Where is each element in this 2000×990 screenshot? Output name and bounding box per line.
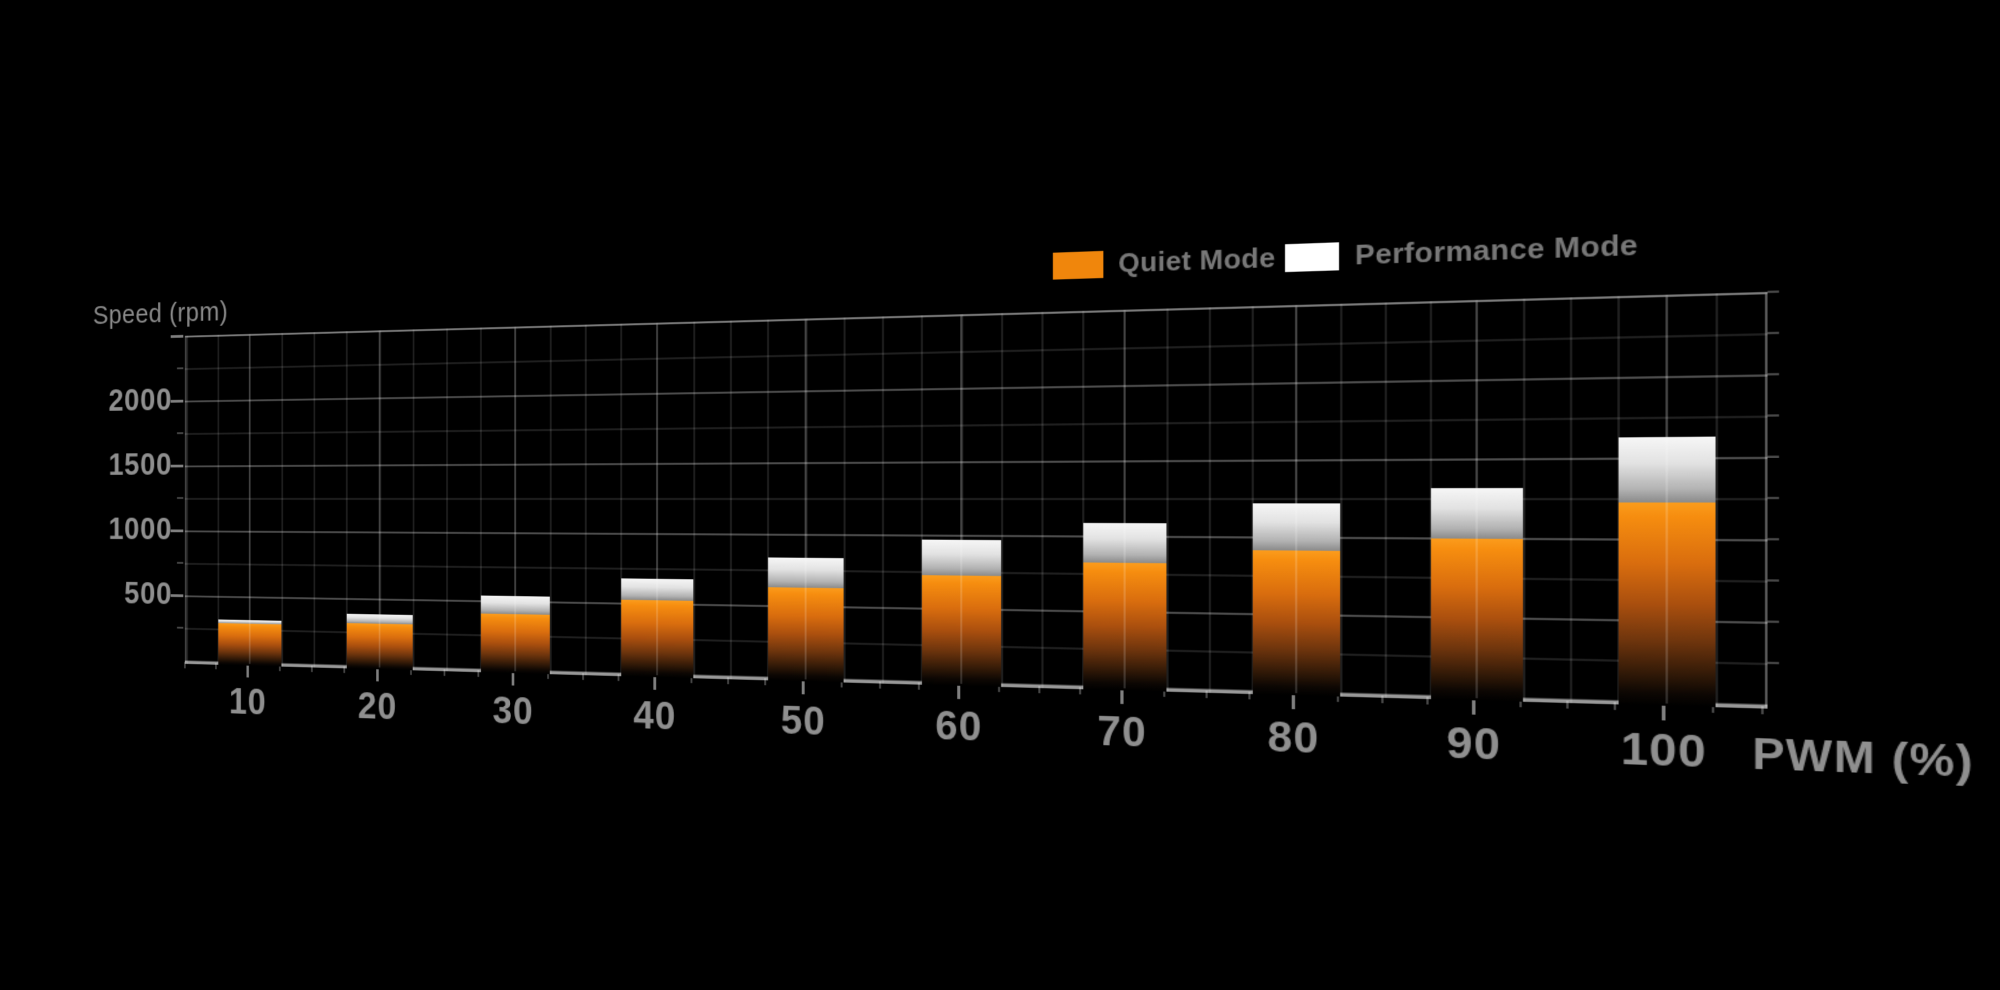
plot-area — [184, 291, 1768, 709]
y-axis-major-tick — [170, 334, 184, 338]
y-axis-major-tick — [170, 529, 184, 533]
x-axis-major-tick — [511, 671, 515, 686]
legend-item-quiet-mode: Quiet Mode — [1052, 241, 1276, 281]
grid-decade-line — [513, 328, 516, 672]
bar-group-pwm-100 — [1617, 436, 1715, 708]
grid-decade-line — [655, 324, 658, 676]
bar-group-pwm-40 — [620, 578, 693, 679]
y-axis-minor-tick — [176, 626, 184, 629]
grid-decade-line — [959, 316, 962, 684]
x-tick-label: 60 — [935, 703, 983, 750]
y-axis-minor-tick — [176, 432, 184, 435]
y-axis-major-tick — [170, 399, 184, 403]
x-axis-major-tick — [957, 683, 961, 700]
y-axis-right-stub — [1767, 620, 1780, 623]
grid-decade-line — [378, 332, 380, 668]
y-axis-minor-tick — [176, 497, 184, 499]
grid-decade-line — [1123, 311, 1126, 689]
bar-group-pwm-50 — [767, 557, 844, 683]
y-axis-right-stub — [1767, 414, 1780, 417]
quiet-mode-swatch-icon — [1052, 250, 1104, 280]
x-axis-title: PWM (%) — [1752, 731, 1975, 788]
x-axis-major-tick — [1120, 688, 1124, 705]
y-tick-label: 500 — [124, 575, 173, 612]
y-axis-right-stub — [1767, 455, 1780, 458]
x-tick-label: 50 — [780, 698, 826, 744]
x-tick-label: 90 — [1446, 719, 1502, 770]
y-axis-major-tick — [170, 464, 184, 468]
x-axis-major-tick — [376, 667, 379, 682]
grid-decade-line — [1294, 307, 1297, 694]
legend-label-quiet-mode: Quiet Mode — [1118, 241, 1276, 279]
grid-decade-line — [248, 335, 251, 664]
bar-group-pwm-10 — [217, 619, 282, 667]
x-axis-major-tick — [1661, 703, 1666, 721]
y-axis-right-stub — [1767, 579, 1780, 582]
y-axis-right-stub — [1767, 538, 1780, 541]
y-axis-right-stub — [1767, 661, 1780, 665]
y-axis-minor-tick — [176, 561, 184, 564]
y-tick-label: 1000 — [108, 511, 173, 547]
bar-group-pwm-30 — [480, 595, 550, 675]
performance-mode-swatch-icon — [1285, 241, 1340, 272]
y-axis-right-stub — [1767, 496, 1780, 500]
x-axis-major-tick — [1471, 698, 1476, 715]
x-axis-major-tick — [1291, 693, 1296, 710]
bar-group-pwm-60 — [921, 539, 1001, 687]
x-axis-major-tick — [246, 663, 249, 678]
bar-group-pwm-80 — [1252, 503, 1340, 697]
x-tick-label: 40 — [633, 694, 677, 739]
y-axis-minor-tick — [176, 367, 184, 370]
y-axis-right-stub — [1767, 331, 1780, 335]
legend-label-performance-mode: Performance Mode — [1354, 228, 1639, 271]
grid-decade-line — [1664, 296, 1668, 704]
y-tick-label: 2000 — [108, 381, 173, 418]
x-tick-label: 100 — [1620, 724, 1708, 778]
grid-decade-line — [804, 320, 807, 680]
x-axis-major-tick — [801, 679, 805, 695]
legend-item-performance-mode: Performance Mode — [1285, 228, 1638, 274]
bar-group-pwm-90 — [1430, 488, 1523, 702]
y-tick-label: 1500 — [108, 446, 173, 482]
y-axis-right-stub — [1767, 373, 1780, 376]
x-tick-label: 10 — [228, 681, 267, 723]
x-tick-label: 30 — [492, 689, 534, 733]
x-tick-label: 80 — [1267, 713, 1320, 763]
y-axis-right-stub — [1767, 290, 1780, 294]
y-axis-major-tick — [170, 594, 184, 598]
chart-stage: Speed (rpm) PWM (%) Quiet Mode Performan… — [91, 151, 2000, 870]
bar-group-pwm-20 — [346, 613, 413, 671]
grid-decade-line — [1474, 302, 1478, 699]
x-tick-label: 70 — [1097, 708, 1147, 757]
y-axis-title: Speed (rpm) — [92, 296, 229, 331]
x-axis-major-tick — [653, 675, 657, 690]
x-tick-label: 20 — [357, 685, 398, 728]
bar-group-pwm-70 — [1082, 522, 1166, 692]
